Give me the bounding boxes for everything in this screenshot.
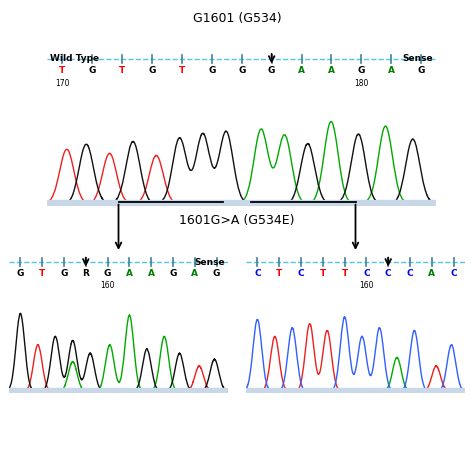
Text: A: A [126, 269, 133, 278]
Text: A: A [191, 269, 198, 278]
Bar [246, 388, 465, 393]
Text: T: T [179, 66, 185, 75]
Text: G: G [169, 269, 177, 278]
Text: 170: 170 [55, 79, 70, 88]
Text: 160: 160 [100, 281, 115, 290]
Text: Wild Type: Wild Type [50, 55, 100, 63]
Text: R: R [82, 269, 89, 278]
Text: T: T [276, 269, 283, 278]
Text: Sense: Sense [402, 55, 433, 63]
Text: C: C [450, 269, 457, 278]
Text: T: T [319, 269, 326, 278]
Bar [9, 388, 228, 393]
Text: G: G [418, 66, 425, 75]
Text: A: A [148, 269, 155, 278]
Text: T: T [59, 66, 65, 75]
Text: A: A [388, 66, 395, 75]
Text: G1601 (G534): G1601 (G534) [193, 11, 281, 25]
Text: G: G [89, 66, 96, 75]
Text: 1601G>A (G534E): 1601G>A (G534E) [179, 214, 295, 227]
Text: G: G [358, 66, 365, 75]
Text: G: G [268, 66, 275, 75]
Text: C: C [363, 269, 370, 278]
Text: G: G [60, 269, 68, 278]
Text: A: A [298, 66, 305, 75]
Text: C: C [254, 269, 261, 278]
Text: 180: 180 [354, 79, 368, 88]
Text: G: G [104, 269, 111, 278]
Text: G: G [208, 66, 216, 75]
Text: C: C [407, 269, 413, 278]
Text: G: G [148, 66, 156, 75]
Text: T: T [39, 269, 46, 278]
Text: 160: 160 [359, 281, 374, 290]
Text: G: G [213, 269, 220, 278]
Text: A: A [428, 269, 435, 278]
Text: A: A [328, 66, 335, 75]
Text: C: C [385, 269, 392, 278]
Text: Sense: Sense [195, 258, 225, 266]
Text: T: T [341, 269, 348, 278]
Bar [47, 200, 436, 206]
Text: T: T [119, 66, 125, 75]
Text: C: C [298, 269, 304, 278]
Text: G: G [17, 269, 24, 278]
Text: G: G [238, 66, 246, 75]
